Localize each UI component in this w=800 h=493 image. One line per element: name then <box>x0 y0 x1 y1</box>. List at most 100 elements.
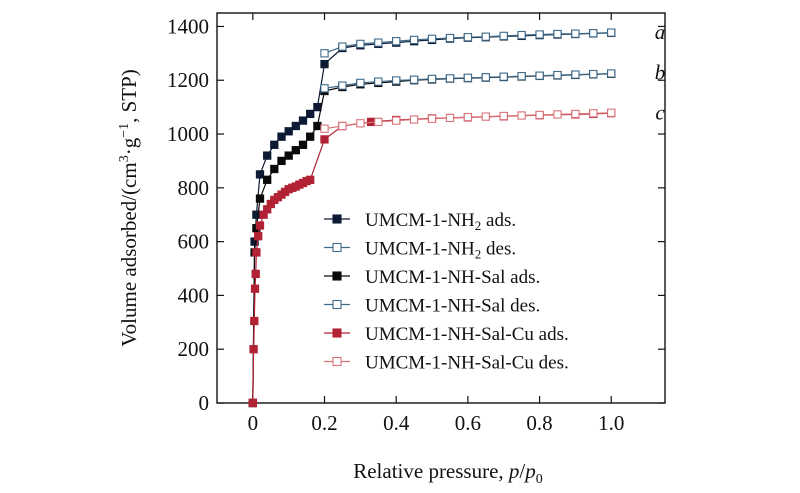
data-point <box>571 70 580 79</box>
y-tick-label: 200 <box>178 337 210 361</box>
legend-label: UMCM-1-NH2 ads. <box>365 210 516 233</box>
data-point <box>463 112 473 122</box>
data-point <box>356 119 365 128</box>
data-point <box>481 73 490 82</box>
data-point <box>320 49 329 58</box>
data-point <box>571 29 580 38</box>
data-point <box>409 35 419 45</box>
x-tick-label: 0.4 <box>383 411 410 435</box>
legend-marker <box>332 356 342 367</box>
data-point <box>374 77 383 86</box>
data-point <box>463 73 473 82</box>
data-point <box>255 221 265 230</box>
data-point <box>298 116 308 125</box>
data-point <box>320 59 329 69</box>
series-5 <box>320 108 616 133</box>
data-point <box>313 121 322 131</box>
data-point <box>553 29 562 39</box>
data-point <box>298 140 308 149</box>
data-point <box>499 31 508 41</box>
x-tick-label: 0 <box>248 411 259 435</box>
data-point <box>607 28 616 37</box>
x-tick-label: 1.0 <box>598 411 624 435</box>
x-tick-label: 0.2 <box>311 411 337 435</box>
y-tick-label: 1000 <box>167 122 209 146</box>
data-point <box>535 71 544 80</box>
data-point <box>445 113 455 123</box>
legend-marker <box>332 299 342 310</box>
data-point <box>427 74 437 84</box>
data-point <box>320 135 329 144</box>
data-point <box>517 111 526 120</box>
data-point <box>553 70 562 80</box>
data-point <box>392 116 401 125</box>
curve-label: b <box>655 61 666 85</box>
data-point <box>251 269 260 279</box>
legend-entry: UMCM-1-NH2 des. <box>324 239 516 262</box>
data-point <box>306 132 315 141</box>
data-point <box>445 74 455 83</box>
data-point <box>374 117 383 127</box>
data-point <box>517 72 526 81</box>
data-point <box>481 32 490 41</box>
data-point <box>392 37 401 46</box>
data-point <box>571 109 580 119</box>
data-point <box>409 75 419 84</box>
y-axis-title: Volume adsorbed/(cm3·g−1, STP) <box>117 69 141 347</box>
data-point <box>463 33 473 42</box>
y-tick-label: 400 <box>178 283 210 307</box>
data-point <box>427 114 437 123</box>
legend-label: UMCM-1-NH2 des. <box>365 239 516 262</box>
y-tick-label: 1400 <box>167 14 209 38</box>
y-tick-label: 1200 <box>167 68 209 92</box>
data-point <box>270 140 279 149</box>
series-3 <box>320 69 616 93</box>
data-point <box>374 38 383 47</box>
data-point <box>589 109 598 118</box>
curve-labels: abc <box>655 20 666 125</box>
data-point <box>553 110 562 119</box>
data-point <box>284 127 293 136</box>
legend-label: UMCM-1-NH-Sal-Cu des. <box>365 353 569 374</box>
legend-entry: UMCM-1-NH-Sal des. <box>324 296 540 317</box>
data-point <box>338 121 347 131</box>
data-point <box>249 345 258 354</box>
legend-marker <box>332 271 342 281</box>
x-tick-label: 0.6 <box>455 411 481 435</box>
data-point <box>481 112 490 121</box>
y-tick-label: 0 <box>199 391 210 415</box>
series-1 <box>320 28 616 58</box>
data-point <box>427 34 437 43</box>
y-tick-label: 800 <box>178 176 210 200</box>
data-point <box>607 108 616 117</box>
plot-frame <box>216 12 666 404</box>
curve-label: c <box>655 101 665 125</box>
data-point <box>445 33 455 43</box>
legend-marker <box>332 328 342 338</box>
data-point <box>291 121 300 131</box>
data-point <box>338 81 347 90</box>
data-point <box>535 110 544 120</box>
legend: UMCM-1-NH2 ads. UMCM-1-NH2 des. UMCM-1-NH-… <box>324 210 569 374</box>
plot-frame-group <box>216 12 666 404</box>
data-point <box>589 29 598 38</box>
legend-marker <box>332 242 342 253</box>
x-axis-title: Relative pressure, p/p0 <box>353 459 543 487</box>
data-point <box>306 175 315 184</box>
legend-entry: UMCM-1-NH-Sal-Cu des. <box>324 353 569 374</box>
data-point <box>255 194 265 203</box>
data-point <box>248 398 257 408</box>
data-point <box>255 170 265 179</box>
data-point <box>320 84 329 93</box>
legend-entry: UMCM-1-NH-Sal-Cu ads. <box>324 324 569 345</box>
legend-entry: UMCM-1-NH-Sal ads. <box>324 267 540 288</box>
legend-label: UMCM-1-NH-Sal des. <box>365 296 540 317</box>
data-point <box>409 115 419 124</box>
data-point <box>535 30 544 39</box>
data-point <box>250 316 259 326</box>
data-point <box>356 39 365 49</box>
data-point <box>277 156 286 166</box>
legend-label: UMCM-1-NH-Sal-Cu ads. <box>365 324 569 345</box>
legend-marker <box>332 214 342 224</box>
